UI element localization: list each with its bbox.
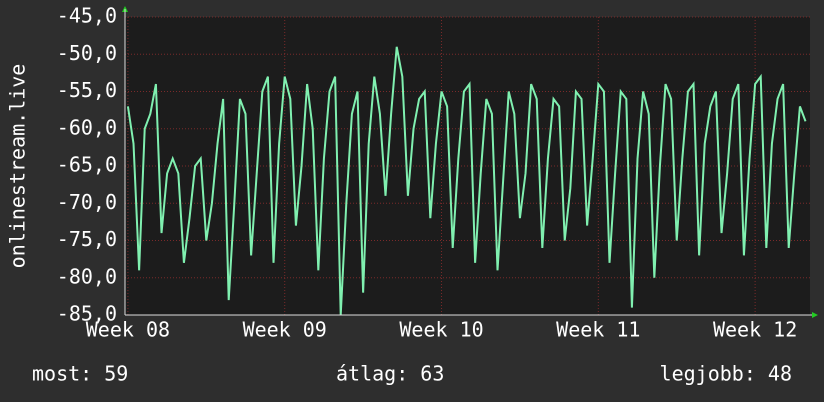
y-tick-label: -55,0 <box>57 78 117 102</box>
y-tick-label: -85,0 <box>57 302 117 326</box>
x-tick-label: Week 10 <box>399 318 483 342</box>
y-tick-label: -60,0 <box>57 115 117 139</box>
y-tick-label: -50,0 <box>57 41 117 65</box>
y-tick-label: -65,0 <box>57 153 117 177</box>
x-tick-label: Week 12 <box>713 318 797 342</box>
x-tick-label: Week 09 <box>243 318 327 342</box>
axis-arrow <box>812 312 818 318</box>
y-axis-label: onlinestream.live <box>6 64 30 269</box>
footer-best: legjobb: 48 <box>660 362 792 386</box>
footer-current: most: 59 <box>32 362 128 386</box>
footer-average: átlag: 63 <box>336 362 444 386</box>
y-tick-label: -75,0 <box>57 227 117 251</box>
y-tick-label: -80,0 <box>57 264 117 288</box>
y-tick-label: -70,0 <box>57 190 117 214</box>
data-line <box>126 46 807 316</box>
x-tick-label: Week 11 <box>556 318 640 342</box>
y-tick-label: -45,0 <box>57 4 117 28</box>
x-tick-label: Week 08 <box>86 318 170 342</box>
